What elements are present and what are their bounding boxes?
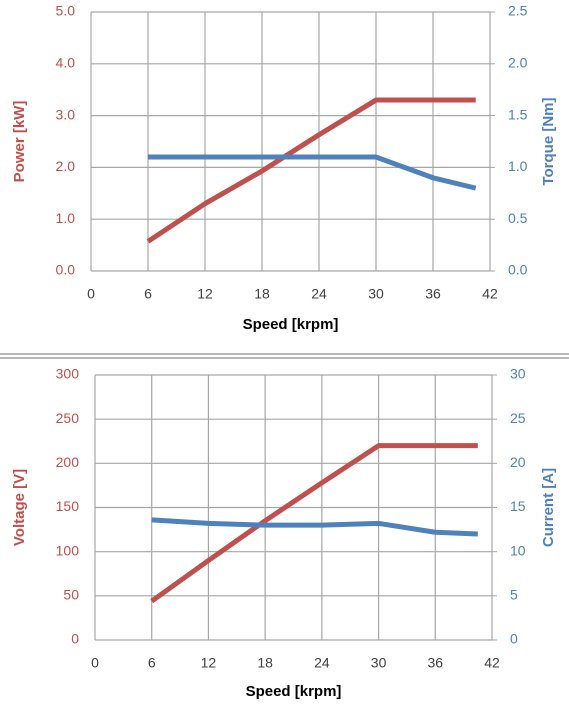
y-tick-label: 1.0 <box>56 210 76 226</box>
y2-tick-label: 10 <box>510 542 526 558</box>
y-tick-label: 4.0 <box>56 55 76 71</box>
x-axis-title: Speed [krpm] <box>243 316 339 333</box>
y-tick-label: 200 <box>56 454 80 470</box>
y-axis-title: Power [kW] <box>11 101 28 183</box>
x-tick-label: 24 <box>314 655 330 671</box>
y2-tick-label: 1.5 <box>508 106 528 122</box>
y2-tick-label: 0.0 <box>508 262 528 278</box>
x-tick-label: 30 <box>371 655 387 671</box>
x-tick-label: 18 <box>254 286 270 302</box>
x-tick-label: 24 <box>311 286 327 302</box>
y2-tick-label: 2.5 <box>508 3 528 19</box>
y-axis-title: Voltage [V] <box>11 469 28 546</box>
y2-tick-label: 0.5 <box>508 210 528 226</box>
y2-tick-label: 20 <box>510 454 526 470</box>
x-tick-label: 12 <box>201 655 217 671</box>
x-tick-label: 36 <box>427 655 443 671</box>
y2-axis-title: Torque [Nm] <box>540 97 557 185</box>
x-tick-label: 0 <box>87 286 95 302</box>
y-tick-label: 100 <box>56 542 80 558</box>
y2-tick-label: 1.0 <box>508 158 528 174</box>
y2-tick-label: 2.0 <box>508 55 528 71</box>
y2-axis-title: Current [A] <box>540 468 557 547</box>
y-tick-label: 250 <box>56 410 80 426</box>
data-line <box>146 97 476 244</box>
y-tick-label: 300 <box>56 366 80 382</box>
x-axis-title: Speed [krpm] <box>246 683 342 700</box>
y2-tick-label: 15 <box>510 498 526 514</box>
x-tick-label: 6 <box>148 655 156 671</box>
x-tick-label: 18 <box>257 655 273 671</box>
y2-tick-label: 5 <box>510 587 518 603</box>
data-line <box>148 154 477 191</box>
x-tick-label: 42 <box>484 655 500 671</box>
y-tick-label: 0 <box>71 631 79 647</box>
data-line <box>150 443 478 604</box>
y-tick-label: 5.0 <box>56 3 76 19</box>
y-tick-label: 2.0 <box>56 158 76 174</box>
y2-tick-label: 25 <box>510 410 526 426</box>
y-tick-label: 3.0 <box>56 106 76 122</box>
x-tick-label: 36 <box>425 286 441 302</box>
x-tick-label: 6 <box>144 286 152 302</box>
y-tick-label: 50 <box>63 587 79 603</box>
x-tick-label: 12 <box>197 286 213 302</box>
x-tick-label: 30 <box>368 286 384 302</box>
data-line <box>151 517 478 537</box>
y2-tick-label: 30 <box>510 366 526 382</box>
y-tick-label: 0.0 <box>56 262 76 278</box>
y2-tick-label: 0 <box>510 631 518 647</box>
x-tick-label: 0 <box>91 655 99 671</box>
y-tick-label: 150 <box>56 498 80 514</box>
x-tick-label: 42 <box>482 286 498 302</box>
